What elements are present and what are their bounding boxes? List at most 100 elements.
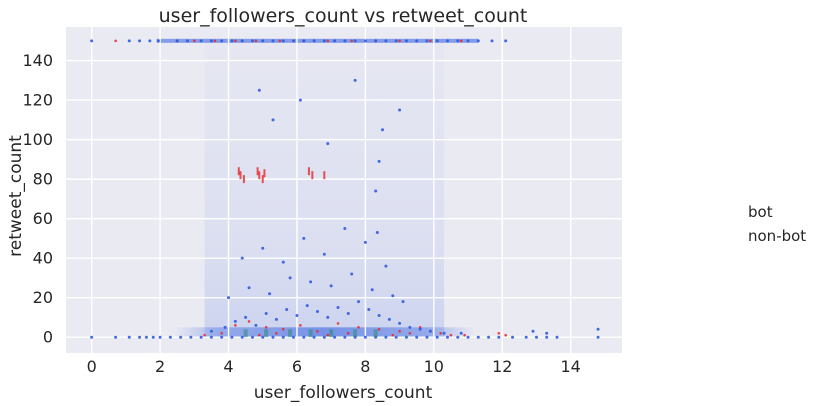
data-point-bot [459,39,463,43]
data-point-bot [323,171,326,180]
data-point-bot [114,39,117,43]
data-point-non-bot [271,335,275,339]
data-point-non-bot [305,304,309,308]
data-point-non-bot [370,288,374,292]
data-point-non-bot [428,329,432,333]
data-point-non-bot [254,323,258,327]
data-point-non-bot [343,227,347,231]
data-point-non-bot [302,39,306,43]
data-point-non-bot [333,335,337,339]
data-point-non-bot [168,335,172,339]
data-point-non-bot [343,39,347,43]
data-point-non-bot [223,325,227,329]
haze-dense-base [173,327,475,338]
data-point-non-bot [387,317,391,321]
data-point-bot [203,333,206,337]
data-point-bot [398,39,401,43]
legend-label-bot: bot [748,203,773,221]
legend-label-non-bot: non-bot [748,227,806,245]
data-point-non-bot [459,331,463,335]
x-tick-label: 10 [424,357,444,376]
data-point-non-bot [394,39,398,43]
data-point-non-bot [446,39,450,43]
haze-cap-line [156,38,479,43]
data-point-bot [326,39,330,43]
data-point-non-bot [425,335,429,339]
data-point-non-bot [220,335,224,339]
data-point-non-bot [281,260,285,264]
data-point-bot [377,327,381,331]
data-point-bot [449,333,453,337]
data-point-non-bot [138,335,142,339]
data-point-non-bot [127,335,131,339]
x-tick-label: 8 [360,357,370,376]
data-point-bot [247,320,251,323]
data-point-non-bot [596,335,600,339]
data-point-non-bot [326,315,330,319]
data-point-non-bot [274,317,278,321]
data-point-non-bot [415,335,419,339]
data-point-non-bot [90,39,94,43]
data-point-non-bot [264,311,268,315]
data-point-non-bot [233,319,237,323]
data-point-non-bot [298,98,302,102]
data-point-non-bot [295,313,299,317]
data-point-non-bot [230,335,234,339]
data-point-non-bot [346,311,350,315]
data-point-non-bot [418,327,422,331]
data-point-non-bot [415,39,419,43]
data-point-bot [258,171,261,180]
data-point-non-bot [377,159,381,163]
data-point-non-bot [199,39,203,43]
data-point-non-bot [545,335,549,339]
overlap-point [373,329,378,338]
data-point-non-bot [209,335,213,339]
data-point-non-bot [244,315,248,319]
data-point-non-bot [144,335,148,339]
data-point-non-bot [199,335,203,339]
data-point-non-bot [151,335,155,339]
data-point-bot [234,324,237,327]
y-tick-label: 100 [22,130,53,149]
data-point-bot [391,333,395,337]
data-point-non-bot [292,39,296,43]
data-point-non-bot [353,39,357,43]
y-axis-label: retweet_count [6,135,26,257]
y-tick-labels: 0 20 40 60 80 100 120 140 [22,51,53,347]
data-point-bot [439,331,442,335]
data-point-bot [263,169,266,178]
data-point-non-bot [357,300,361,304]
data-point-non-bot [380,128,384,132]
data-point-non-bot [189,335,193,339]
data-point-bot [258,333,261,337]
data-point-non-bot [375,230,379,234]
data-point-bot [307,167,310,176]
data-point-non-bot [398,108,402,112]
data-point-non-bot [271,39,275,43]
data-point-non-bot [545,331,549,335]
data-point-non-bot [240,39,244,43]
data-point-non-bot [363,39,367,43]
data-point-non-bot [158,335,162,339]
data-point-non-bot [138,39,142,43]
data-point-bot [234,39,237,43]
data-point-non-bot [446,335,450,339]
data-point-non-bot [281,335,285,339]
data-point-non-bot [261,335,265,339]
data-point-non-bot [292,335,296,339]
data-point-non-bot [322,39,326,43]
data-point-non-bot [261,39,265,43]
y-tick-label: 20 [33,288,53,307]
series-non-bot [90,39,600,339]
data-point-non-bot [268,292,272,296]
data-point-non-bot [309,280,313,284]
data-point-non-bot [394,335,398,339]
data-point-bot [261,175,264,184]
data-point-non-bot [90,335,94,339]
data-point-non-bot [326,142,330,146]
data-point-non-bot [148,39,152,43]
data-point-bot [239,171,242,180]
data-point-bot [242,175,245,184]
data-point-non-bot [185,39,189,43]
